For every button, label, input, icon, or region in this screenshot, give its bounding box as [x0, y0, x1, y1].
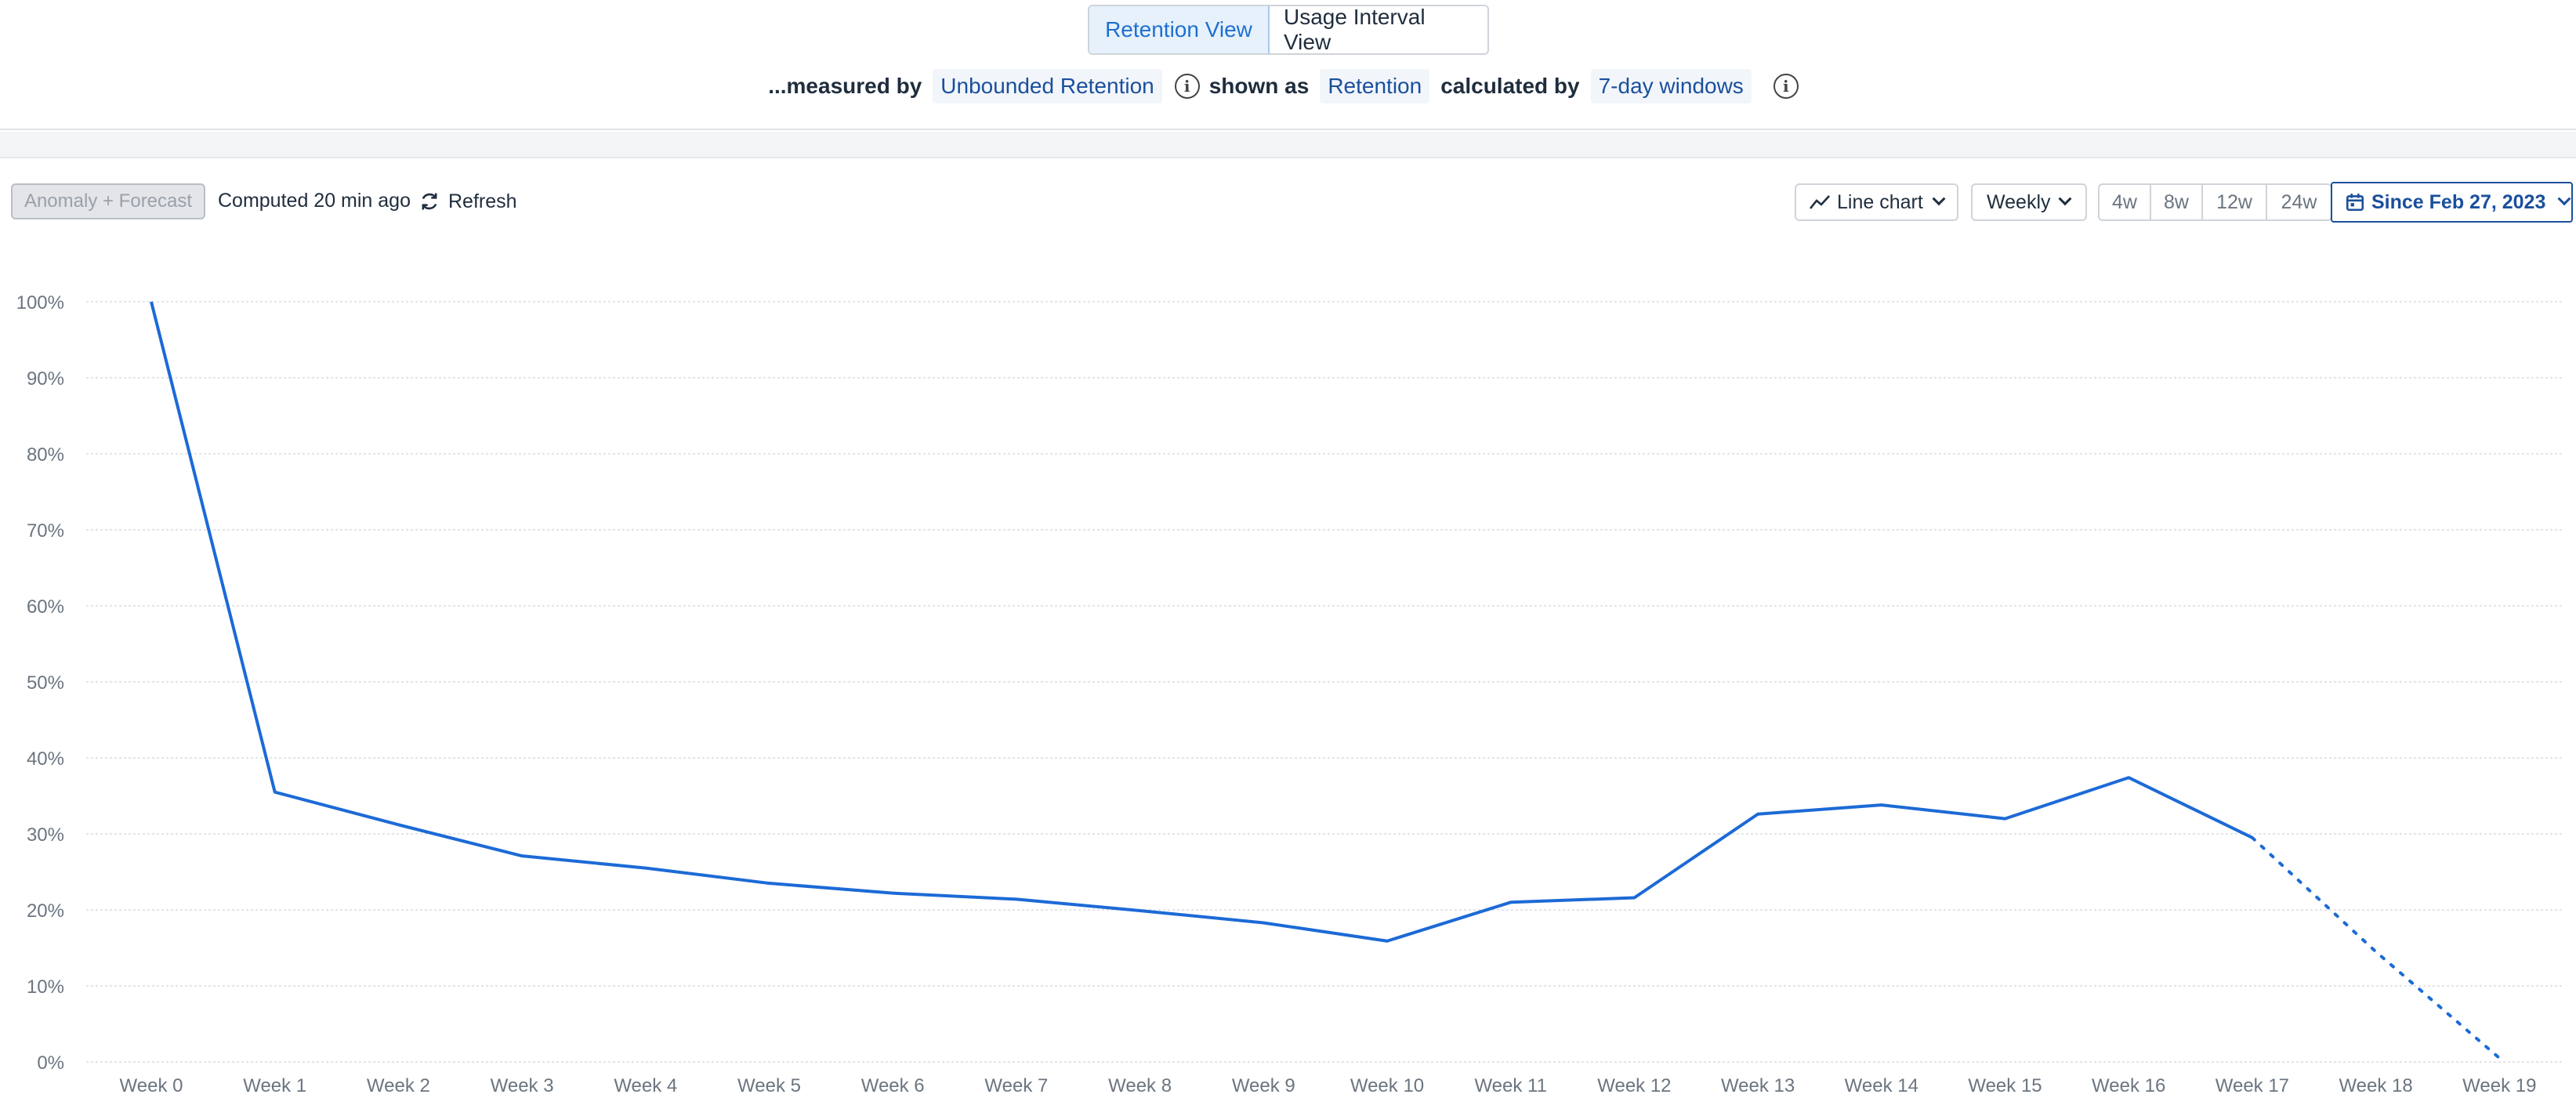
- shown-as-selector[interactable]: Retention: [1320, 69, 1430, 103]
- date-range-button[interactable]: Since Feb 27, 2023: [2331, 182, 2573, 223]
- line-chart-icon: [1809, 195, 1830, 209]
- x-tick-label: Week 8: [1108, 1075, 1172, 1096]
- calculated-by-label: calculated by: [1440, 74, 1580, 98]
- x-tick-label: Week 12: [1597, 1075, 1671, 1096]
- x-tick-label: Week 1: [243, 1075, 306, 1096]
- range-24w-button[interactable]: 24w: [2281, 190, 2317, 213]
- x-tick-label: Week 14: [1845, 1075, 1918, 1096]
- divider-strip: [0, 132, 2576, 158]
- window-selector[interactable]: 7-day windows: [1590, 69, 1752, 103]
- chevron-down-icon: [2058, 192, 2072, 206]
- y-tick-label: 50%: [27, 672, 64, 694]
- usage-interval-view-tab[interactable]: Usage Interval View: [1270, 6, 1487, 53]
- x-tick-label: Week 4: [614, 1075, 677, 1096]
- chevron-down-icon: [2557, 192, 2571, 206]
- forecast-line: [2250, 835, 2502, 1060]
- x-tick-label: Week 18: [2339, 1075, 2412, 1096]
- interval-dropdown[interactable]: Weekly: [1971, 183, 2087, 221]
- x-tick-label: Week 7: [984, 1075, 1048, 1096]
- x-tick-label: Week 19: [2462, 1075, 2536, 1096]
- retention-line: [150, 301, 2253, 943]
- refresh-icon: [422, 193, 437, 210]
- measure-sentence: ...measured by Unbounded Retention i sho…: [0, 66, 2576, 107]
- y-tick-label: 100%: [16, 292, 64, 313]
- y-tick-label: 90%: [27, 368, 64, 390]
- y-tick-label: 60%: [27, 596, 64, 618]
- interval-label: Weekly: [1987, 190, 2051, 213]
- y-tick-label: 20%: [27, 900, 64, 922]
- info-icon[interactable]: i: [1174, 74, 1200, 99]
- view-toggle: Retention View Usage Interval View: [1088, 5, 1489, 55]
- x-tick-label: Week 16: [2092, 1075, 2165, 1096]
- x-tick-label: Week 11: [1474, 1075, 1547, 1096]
- range-12w-button[interactable]: 12w: [2203, 185, 2267, 219]
- y-tick-label: 0%: [37, 1053, 64, 1074]
- x-tick-label: Week 3: [491, 1075, 554, 1096]
- x-tick-label: Week 2: [367, 1075, 430, 1096]
- chart-type-label: Line chart: [1837, 190, 1923, 213]
- date-range-label: Since Feb 27, 2023: [2371, 190, 2546, 213]
- x-tick-label: Week 6: [861, 1075, 925, 1096]
- computed-timestamp: Computed 20 min ago: [218, 190, 411, 212]
- y-tick-label: 30%: [27, 824, 64, 846]
- info-icon[interactable]: i: [1773, 74, 1799, 99]
- x-tick-label: Week 17: [2216, 1075, 2289, 1096]
- x-tick-label: Week 10: [1350, 1075, 1424, 1096]
- shown-as-label: shown as: [1208, 74, 1310, 98]
- x-tick-label: Week 13: [1721, 1075, 1795, 1096]
- range-8w-button[interactable]: 8w: [2151, 185, 2203, 219]
- y-tick-label: 70%: [27, 520, 64, 542]
- header: Retention View Usage Interval View ...me…: [0, 0, 2576, 130]
- y-tick-label: 10%: [27, 976, 64, 998]
- calendar-icon: [2346, 194, 2364, 212]
- y-tick-label: 40%: [27, 748, 64, 770]
- x-tick-label: Week 9: [1232, 1075, 1295, 1096]
- x-tick-label: Week 0: [120, 1075, 183, 1096]
- retention-view-tab[interactable]: Retention View: [1089, 6, 1270, 53]
- x-tick-label: Week 15: [1968, 1075, 2042, 1096]
- measure-selector[interactable]: Unbounded Retention: [933, 69, 1162, 103]
- range-4w-button[interactable]: 4w: [2100, 185, 2151, 219]
- refresh-label: Refresh: [448, 190, 517, 212]
- measured-by-label: ...measured by: [768, 74, 922, 98]
- retention-chart: 0% 10% 20% 30% 40% 50% 60% 70% 80% 90% 100% Week 0 W…: [16, 292, 2563, 1096]
- chart-type-dropdown[interactable]: Line chart: [1795, 183, 1958, 221]
- chevron-down-icon: [1932, 192, 1946, 206]
- x-tick-label: Week 5: [737, 1075, 801, 1096]
- y-tick-label: 80%: [27, 444, 64, 466]
- refresh-button[interactable]: Refresh: [418, 187, 517, 216]
- anomaly-forecast-button[interactable]: Anomaly + Forecast: [11, 183, 205, 219]
- range-selector: 4w 8w 12w 24w: [2098, 183, 2332, 221]
